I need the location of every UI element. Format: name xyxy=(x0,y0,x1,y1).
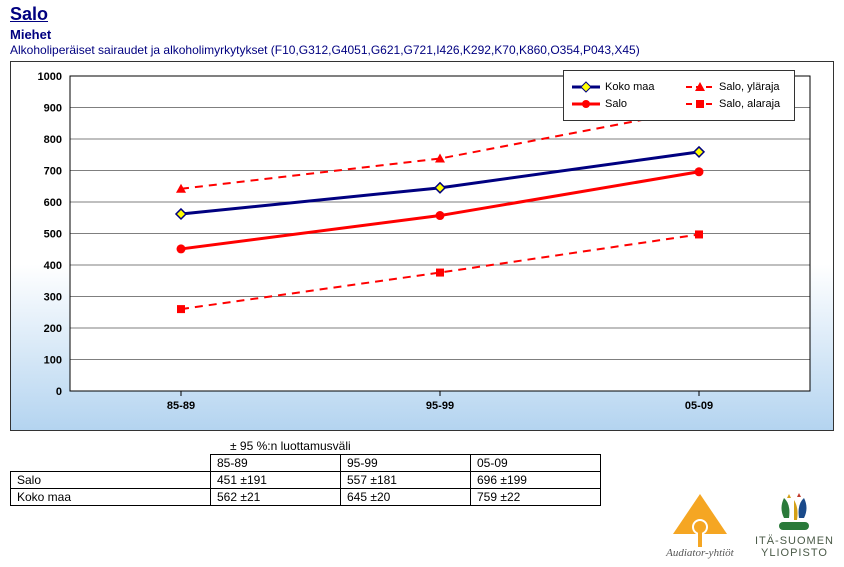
svg-text:500: 500 xyxy=(44,229,62,241)
svg-text:400: 400 xyxy=(44,260,62,272)
table-header-cell: 95-99 xyxy=(341,455,471,472)
table-cell: Koko maa xyxy=(11,489,211,506)
svg-text:05-09: 05-09 xyxy=(685,400,713,412)
svg-text:300: 300 xyxy=(44,292,62,304)
table-cell: 557 ±181 xyxy=(341,472,471,489)
subtitle: Miehet xyxy=(10,27,834,42)
audiator-logo-text: Audiator-yhtiöt xyxy=(665,547,735,559)
uef-logo-text-2: YLIOPISTO xyxy=(755,547,834,559)
uef-logo: ITÄ-SUOMEN YLIOPISTO xyxy=(755,490,834,559)
chart-description: Alkoholiperäiset sairaudet ja alkoholimy… xyxy=(10,43,834,57)
chart-container: 0 100 200 300 400 500 600 700 800 900 1000 85-89 95-… xyxy=(10,61,834,431)
ci-label: ± 95 %:n luottamusväli xyxy=(230,439,834,453)
svg-text:900: 900 xyxy=(44,103,62,115)
svg-text:200: 200 xyxy=(44,323,62,335)
table-cell: Salo xyxy=(11,472,211,489)
table-row: Salo451 ±191557 ±181696 ±199 xyxy=(11,472,601,489)
table-cell: 451 ±191 xyxy=(211,472,341,489)
uef-logo-text-1: ITÄ-SUOMEN xyxy=(755,535,834,547)
svg-text:0: 0 xyxy=(56,386,62,398)
table-cell: 562 ±21 xyxy=(211,489,341,506)
legend-item-kokomaa: Koko maa xyxy=(572,80,672,94)
table-cell: 759 ±22 xyxy=(471,489,601,506)
legend-label: Salo xyxy=(605,98,627,110)
audiator-logo: Audiator-yhtiöt xyxy=(665,492,735,559)
legend-label: Koko maa xyxy=(605,81,655,93)
svg-text:600: 600 xyxy=(44,197,62,209)
table-header-cell: 05-09 xyxy=(471,455,601,472)
table-cell: 696 ±199 xyxy=(471,472,601,489)
svg-text:700: 700 xyxy=(44,166,62,178)
svg-text:1000: 1000 xyxy=(38,71,62,83)
svg-text:85-89: 85-89 xyxy=(167,400,195,412)
legend-label: Salo, alaraja xyxy=(719,98,780,110)
svg-text:100: 100 xyxy=(44,355,62,367)
svg-text:95-99: 95-99 xyxy=(426,400,454,412)
table-header-cell: 85-89 xyxy=(211,455,341,472)
svg-text:800: 800 xyxy=(44,134,62,146)
table-cell: 645 ±20 xyxy=(341,489,471,506)
legend: Koko maa Salo, yläraja Salo Salo, alaraj… xyxy=(563,70,795,121)
table-row: Koko maa562 ±21645 ±20759 ±22 xyxy=(11,489,601,506)
legend-label: Salo, yläraja xyxy=(719,81,780,93)
table-header-cell xyxy=(11,455,211,472)
legend-item-alaraja: Salo, alaraja xyxy=(686,97,786,111)
legend-item-ylaraja: Salo, yläraja xyxy=(686,80,786,94)
legend-item-salo: Salo xyxy=(572,97,672,111)
data-table: 85-8995-9905-09Salo451 ±191557 ±181696 ±… xyxy=(10,454,601,506)
page-title: Salo xyxy=(10,4,834,25)
